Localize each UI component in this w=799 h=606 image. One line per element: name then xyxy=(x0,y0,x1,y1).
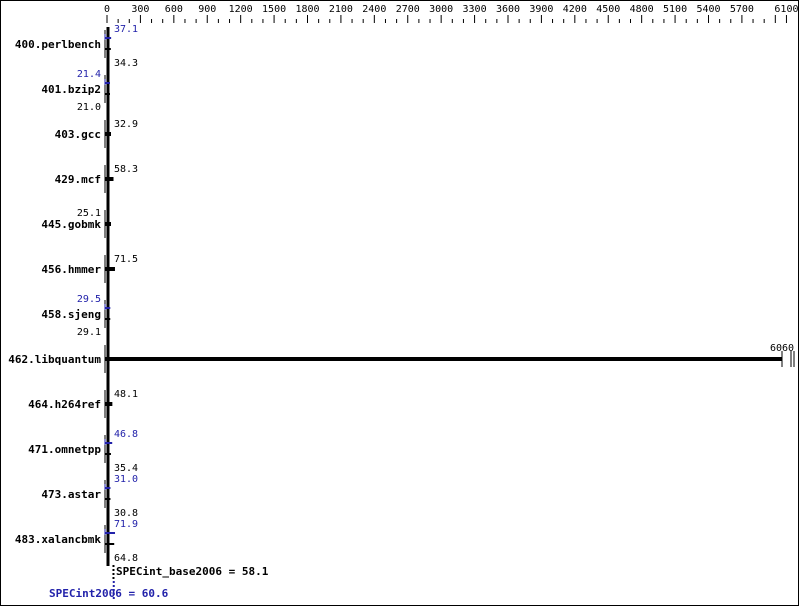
base-value-label: 25.1 xyxy=(77,208,101,219)
peak-bar xyxy=(105,307,111,309)
base-bar xyxy=(105,267,115,271)
axis-tick-label: 1200 xyxy=(229,4,253,15)
benchmark-label: 403.gcc xyxy=(55,128,101,141)
axis-tick-label: 2700 xyxy=(396,4,420,15)
base-value-label: 29.1 xyxy=(77,327,101,338)
benchmark-label: 462.libquantum xyxy=(8,353,101,366)
peak-value-label: 29.5 xyxy=(77,294,101,305)
base-bar xyxy=(105,357,782,361)
axis-tick-label: 0 xyxy=(104,4,110,15)
axis-tick-label: 300 xyxy=(131,4,149,15)
peak-bar xyxy=(105,442,113,444)
base-value-label: 30.8 xyxy=(114,508,138,519)
axis-tick-label: 2400 xyxy=(362,4,386,15)
axis-tick-label: 6100 xyxy=(774,4,798,15)
axis-tick-label: 5100 xyxy=(663,4,687,15)
axis-tick-label: 900 xyxy=(198,4,216,15)
peak-value-label: 37.1 xyxy=(114,24,138,35)
base-value-label: 32.9 xyxy=(114,119,138,130)
axis-tick-label: 4800 xyxy=(630,4,654,15)
base-value-label: 64.8 xyxy=(114,553,138,564)
peak-bar xyxy=(105,487,111,489)
benchmark-label: 458.sjeng xyxy=(41,308,101,321)
base-bar xyxy=(105,177,114,181)
axis-tick-label: 5700 xyxy=(730,4,754,15)
base-bar xyxy=(105,402,113,406)
axis-tick-label: 3600 xyxy=(496,4,520,15)
base-bar xyxy=(105,453,111,455)
benchmark-label: 456.hmmer xyxy=(41,263,101,276)
peak-bar xyxy=(105,37,112,39)
base-bar xyxy=(105,48,111,50)
benchmark-label: 464.h264ref xyxy=(28,398,101,411)
peak-value-label: 31.0 xyxy=(114,474,138,485)
peak-summary-label: SPECint2006 = 60.6 xyxy=(49,587,169,600)
axis-tick-label: 5400 xyxy=(696,4,720,15)
peak-value-label: 46.8 xyxy=(114,429,138,440)
axis-tick-label: 1500 xyxy=(262,4,286,15)
base-bar xyxy=(105,132,111,136)
axis-tick-label: 3300 xyxy=(463,4,487,15)
base-bar xyxy=(105,543,115,545)
axis-tick-label: 4500 xyxy=(596,4,620,15)
peak-value-label: 71.9 xyxy=(114,519,138,530)
axis-tick-label: 2100 xyxy=(329,4,353,15)
base-value-label: 48.1 xyxy=(114,389,138,400)
benchmark-label: 473.astar xyxy=(41,488,101,501)
benchmark-label: 483.xalancbmk xyxy=(15,533,101,546)
base-bar xyxy=(105,222,111,226)
axis-tick-label: 3900 xyxy=(529,4,553,15)
peak-value-label: 21.4 xyxy=(77,69,101,80)
base-value-label: 71.5 xyxy=(114,254,138,265)
base-value-label: 58.3 xyxy=(114,164,138,175)
base-bar xyxy=(105,498,111,500)
peak-bar xyxy=(105,532,116,534)
base-value-label: 21.0 xyxy=(77,102,101,113)
benchmark-label: 400.perlbench xyxy=(15,38,101,51)
base-value-label: 35.4 xyxy=(114,463,138,474)
peak-bar xyxy=(105,82,110,84)
benchmark-label: 471.omnetpp xyxy=(28,443,101,456)
axis-tick-label: 600 xyxy=(165,4,183,15)
base-value-label: 34.3 xyxy=(114,58,138,69)
base-bar xyxy=(105,318,111,320)
base-summary-label: SPECint_base2006 = 58.1 xyxy=(116,565,269,578)
axis-tick-label: 3000 xyxy=(429,4,453,15)
benchmark-label: 429.mcf xyxy=(55,173,101,186)
base-value-label: 6060 xyxy=(770,343,794,354)
axis-tick-label: 4200 xyxy=(563,4,587,15)
base-bar xyxy=(105,93,110,95)
axis-tick-label: 1800 xyxy=(295,4,319,15)
benchmark-label: 445.gobmk xyxy=(41,218,101,231)
benchmark-label: 401.bzip2 xyxy=(41,83,101,96)
